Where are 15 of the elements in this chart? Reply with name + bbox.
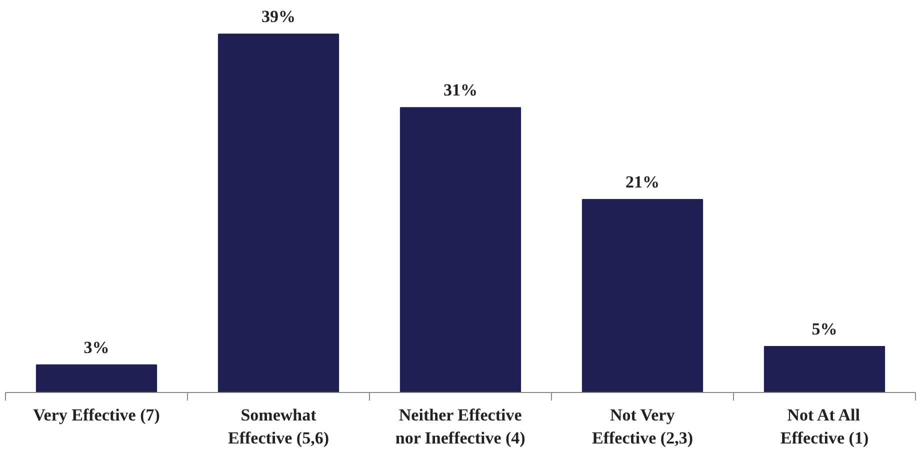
x-tick-label: Somewhat Effective (5,6): [228, 406, 330, 448]
bar: [218, 34, 340, 392]
data-label: 31%: [444, 80, 478, 100]
data-label: 39%: [262, 7, 296, 26]
bar: [582, 199, 704, 392]
data-label: 21%: [626, 172, 660, 192]
bar: [764, 346, 886, 392]
x-tick-label: Not At All Effective (1): [780, 406, 869, 448]
data-label: 5%: [812, 320, 838, 339]
x-tick-label: Very Effective (7): [33, 406, 160, 424]
bar: [400, 107, 522, 392]
x-tick-label: Not Very Effective (2,3): [592, 406, 694, 448]
data-label: 3%: [84, 338, 110, 357]
x-tick-label: Neither Effective nor Ineffective (4): [395, 406, 526, 448]
bar: [36, 364, 158, 392]
